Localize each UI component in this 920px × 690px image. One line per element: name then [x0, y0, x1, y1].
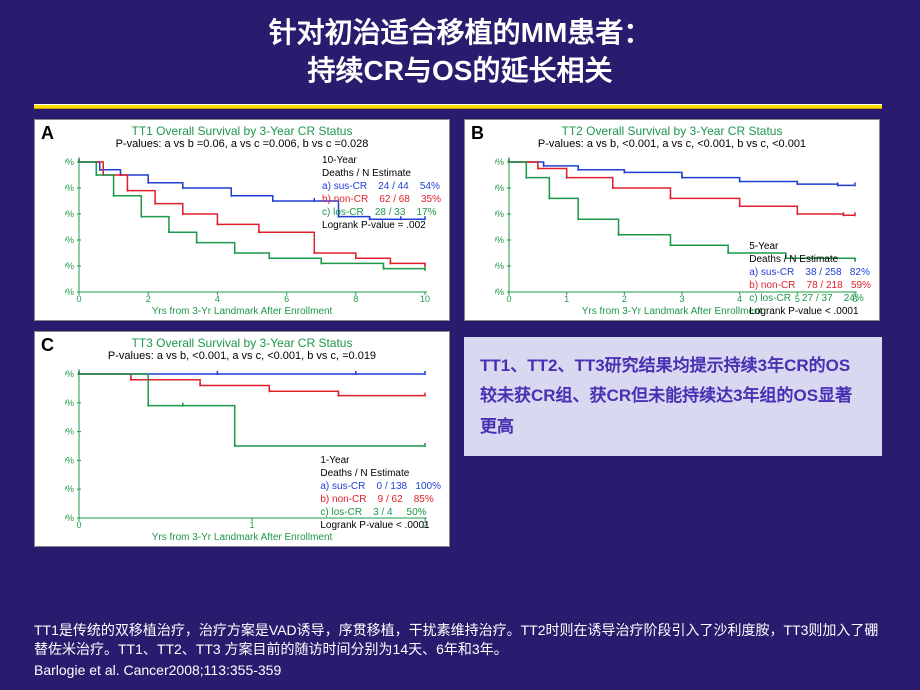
chart-title: TT3 Overall Survival by 3-Year CR Status	[35, 336, 449, 350]
legend-row: a) sus-CR 24 / 44 54%	[322, 180, 441, 193]
svg-text:100%: 100%	[65, 157, 74, 167]
legend-row: a) sus-CR 38 / 258 82%	[749, 266, 871, 279]
panel-b: B TT2 Overall Survival by 3-Year CR Stat…	[464, 119, 880, 321]
svg-text:8: 8	[353, 294, 358, 302]
legend-box: 10-Year Deaths / N Estimatea) sus-CR 24 …	[322, 154, 441, 232]
svg-text:1: 1	[564, 294, 569, 302]
legend-row: c) los-CR 28 / 33 17%	[322, 206, 441, 219]
svg-text:10: 10	[420, 294, 430, 302]
chart-row-top: A TT1 Overall Survival by 3-Year CR Stat…	[34, 119, 886, 321]
legend-header: 10-Year Deaths / N Estimate	[322, 154, 441, 180]
chart-subtitle: P-values: a vs b =0.06, a vs c =0.006, b…	[35, 138, 449, 150]
svg-text:0%: 0%	[65, 287, 74, 297]
chart-row-bottom: C TT3 Overall Survival by 3-Year CR Stat…	[34, 331, 886, 547]
panel-c: C TT3 Overall Survival by 3-Year CR Stat…	[34, 331, 450, 547]
x-axis-label: Yrs from 3-Yr Landmark After Enrollment	[35, 532, 449, 543]
chart-subtitle: P-values: a vs b, <0.001, a vs c, <0.001…	[35, 350, 449, 362]
svg-text:4: 4	[215, 294, 220, 302]
citation: Barlogie et al. Cancer2008;113:355-359	[34, 661, 890, 680]
svg-text:1: 1	[249, 520, 254, 528]
logrank-text: Logrank P-value = .002	[322, 219, 441, 232]
svg-text:2: 2	[622, 294, 627, 302]
chart-title: TT2 Overall Survival by 3-Year CR Status	[465, 124, 879, 138]
svg-text:40%: 40%	[65, 235, 74, 245]
svg-text:40%: 40%	[65, 455, 74, 465]
svg-text:80%: 80%	[65, 183, 74, 193]
legend-box: 5-Year Deaths / N Estimatea) sus-CR 38 /…	[749, 240, 871, 318]
legend-header: 5-Year Deaths / N Estimate	[749, 240, 871, 266]
chart-title: TT1 Overall Survival by 3-Year CR Status	[35, 124, 449, 138]
svg-text:40%: 40%	[495, 235, 504, 245]
svg-text:100%: 100%	[65, 369, 74, 379]
legend-row: c) los-CR 3 / 4 50%	[320, 506, 441, 519]
svg-text:20%: 20%	[495, 261, 504, 271]
legend-box: 1-Year Deaths / N Estimatea) sus-CR 0 / …	[320, 454, 441, 532]
svg-text:3: 3	[679, 294, 684, 302]
note-box-wrapper: TT1、TT2、TT3研究结果均提示持续3年CR的OS较未获CR组、获CR但未能…	[464, 331, 882, 547]
svg-text:0%: 0%	[495, 287, 504, 297]
slide-title: 针对初治适合移植的MM患者： 持续CR与OS的延长相关	[40, 14, 880, 90]
legend-row: c) los-CR 27 / 37 24%	[749, 292, 871, 305]
svg-text:0%: 0%	[65, 513, 74, 523]
svg-text:20%: 20%	[65, 261, 74, 271]
footer-block: TT1是传统的双移植治疗，治疗方案是VAD诱导，序贯移植，干扰素维持治疗。TT2…	[34, 621, 890, 680]
svg-text:0: 0	[506, 294, 511, 302]
svg-text:20%: 20%	[65, 484, 74, 494]
legend-row: a) sus-CR 0 / 138 100%	[320, 480, 441, 493]
footer-text: TT1是传统的双移植治疗，治疗方案是VAD诱导，序贯移植，干扰素维持治疗。TT2…	[34, 621, 890, 659]
x-axis-label: Yrs from 3-Yr Landmark After Enrollment	[35, 306, 449, 317]
note-text: TT1、TT2、TT3研究结果均提示持续3年CR的OS较未获CR组、获CR但未能…	[480, 356, 852, 436]
svg-text:2: 2	[146, 294, 151, 302]
svg-text:0: 0	[76, 294, 81, 302]
logrank-text: Logrank P-value < .0001	[749, 305, 871, 318]
legend-row: b) non-CR 78 / 218 59%	[749, 279, 871, 292]
svg-text:0: 0	[76, 520, 81, 528]
note-box: TT1、TT2、TT3研究结果均提示持续3年CR的OS较未获CR组、获CR但未能…	[464, 337, 882, 457]
svg-text:60%: 60%	[65, 209, 74, 219]
svg-text:60%: 60%	[65, 426, 74, 436]
chart-subtitle: P-values: a vs b, <0.001, a vs c, <0.001…	[465, 138, 879, 150]
slide-title-block: 针对初治适合移植的MM患者： 持续CR与OS的延长相关	[0, 0, 920, 98]
svg-text:6: 6	[284, 294, 289, 302]
logrank-text: Logrank P-value < .0001	[320, 519, 441, 532]
title-divider	[34, 104, 882, 109]
legend-row: b) non-CR 9 / 62 85%	[320, 493, 441, 506]
svg-text:80%: 80%	[495, 183, 504, 193]
legend-row: b) non-CR 62 / 68 35%	[322, 193, 441, 206]
legend-header: 1-Year Deaths / N Estimate	[320, 454, 441, 480]
svg-text:4: 4	[737, 294, 742, 302]
svg-text:60%: 60%	[495, 209, 504, 219]
svg-text:100%: 100%	[495, 157, 504, 167]
svg-text:80%: 80%	[65, 397, 74, 407]
panel-a: A TT1 Overall Survival by 3-Year CR Stat…	[34, 119, 450, 321]
